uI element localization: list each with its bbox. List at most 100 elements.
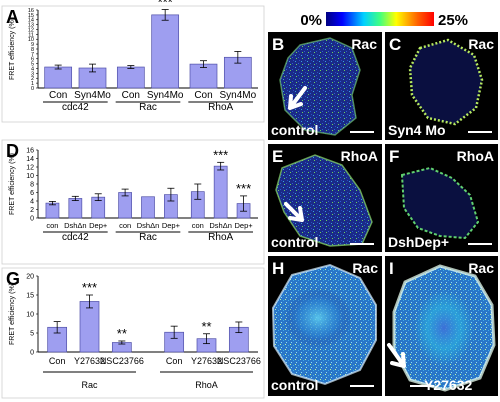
y-axis-label: FRET efficiency (%) [9, 283, 16, 345]
group-label: RhoA [208, 102, 233, 113]
y-tick-label: 14 [28, 18, 34, 24]
y-tick-label: 14 [26, 156, 34, 163]
panel-letter: C [389, 35, 401, 54]
y-tick-label: 8 [30, 181, 34, 188]
group-label: cdc42 [62, 232, 89, 243]
image-bottom-label: control [271, 234, 318, 250]
image-bottom-label: control [271, 377, 318, 393]
y-tick-label: 7 [31, 52, 34, 58]
image-top-label: RhoA [457, 148, 494, 164]
y-tick-label: 13 [28, 23, 34, 29]
chart-frame [1, 5, 265, 123]
category-label: Con [122, 90, 140, 101]
bar [118, 192, 132, 219]
colorscale: 0% 25% [300, 12, 468, 29]
y-tick-label: 4 [31, 66, 34, 72]
image-top-label: Rac [351, 36, 377, 52]
cell-image-c [408, 38, 484, 126]
y-tick-label: 3 [31, 71, 34, 77]
category-label: Con [194, 90, 212, 101]
significance-label: *** [236, 181, 251, 196]
category-label: DshΔn [137, 221, 160, 230]
image-panel-f: F RhoA DshDep+ [385, 144, 498, 252]
panel-letter: H [272, 259, 284, 278]
y-tick-label: 0 [30, 215, 34, 222]
group-label: RhoA [195, 380, 218, 390]
y-tick-label: 6 [30, 190, 34, 197]
bar [151, 14, 180, 89]
y-tick-label: 11 [28, 32, 34, 38]
category-label: Con [49, 90, 67, 101]
category-label: NSC23766 [217, 356, 261, 366]
significance-label: ** [117, 326, 127, 341]
y-tick-label: 8 [31, 47, 34, 53]
significance-label: *** [82, 280, 97, 295]
category-label: Con [166, 356, 183, 366]
arrow-icon [387, 343, 406, 368]
category-label: Syn4Mo [74, 90, 111, 101]
category-label: con [119, 221, 131, 230]
y-tick-label: 5 [31, 62, 34, 68]
image-panel-b: B Rac control [268, 32, 382, 140]
group-label: Rac [81, 380, 98, 390]
panel-letter: E [272, 147, 283, 166]
y-axis-label: FRET efficiency (%) [9, 18, 16, 80]
y-tick-label: 10 [26, 311, 34, 318]
y-tick-label: 16 [28, 8, 34, 14]
image-panel-i: I Rac Y27632 [385, 256, 498, 396]
y-tick-label: 2 [30, 207, 34, 214]
chart-panel-g: G 0 5 10 15 20 FRET efficiency (%) Con *** Y27632… [1, 267, 265, 399]
group-label: Rac [139, 102, 157, 113]
y-tick-label: 6 [31, 57, 34, 63]
significance-label: ** [201, 319, 211, 334]
category-label: DshΔn [64, 221, 87, 230]
bar [44, 66, 73, 89]
image-top-label: Rac [468, 36, 494, 52]
y-tick-label: 0 [31, 86, 34, 92]
y-tick-label: 12 [28, 27, 34, 33]
category-label: Syn4Mo [219, 90, 256, 101]
y-tick-label: 12 [26, 164, 34, 171]
y-axis-label: FRET efficiency (%) [9, 153, 16, 215]
image-bottom-label: DshDep+ [388, 234, 449, 250]
category-label: Y27632 [74, 356, 105, 366]
panel-letter: D [6, 141, 19, 161]
cell-image-f [400, 166, 480, 240]
group-label: cdc42 [62, 102, 89, 113]
y-tick-label: 2 [31, 76, 34, 82]
group-label: RhoA [208, 232, 233, 243]
y-tick-label: 0 [30, 349, 34, 356]
category-label: Con [49, 356, 66, 366]
panel-letter: I [389, 259, 394, 278]
y-tick-label: 1 [31, 81, 34, 87]
category-label: con [46, 221, 58, 230]
arrow-icon [284, 202, 304, 222]
category-label: NSC23766 [100, 356, 144, 366]
image-top-label: RhoA [341, 148, 378, 164]
bar [68, 198, 83, 219]
category-label: con [192, 221, 204, 230]
colorscale-max-label: 25% [438, 12, 468, 29]
cell-core-glow [284, 288, 352, 348]
panel-letter: F [389, 147, 399, 166]
image-panel-h: H Rac control [268, 256, 382, 396]
image-bottom-label: control [271, 122, 318, 138]
category-label: Syn4Mo [147, 90, 184, 101]
arrow-icon [288, 86, 307, 110]
image-bottom-label: Y27632 [424, 377, 472, 393]
panel-letter: A [6, 7, 19, 27]
y-tick-label: 15 [28, 13, 34, 19]
image-top-label: Rac [352, 260, 378, 276]
bar [79, 301, 100, 353]
significance-label: *** [158, 0, 173, 10]
y-tick-label: 16 [26, 147, 34, 154]
panel-letter: G [6, 269, 20, 289]
colorscale-min-label: 0% [300, 12, 322, 29]
cell-core [414, 290, 474, 366]
bar [45, 202, 60, 219]
bar [116, 66, 145, 89]
group-label: Rac [139, 232, 157, 243]
cell-image-b [279, 37, 361, 136]
